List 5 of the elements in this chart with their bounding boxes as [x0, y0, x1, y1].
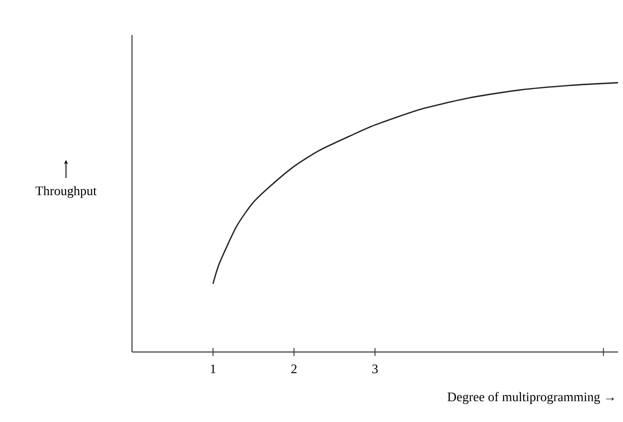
x-tick-label: 1	[210, 364, 216, 374]
x-tick-label: 3	[372, 364, 378, 374]
x-axis-title: Degree of multiprogramming →	[448, 392, 614, 404]
y-axis-title: Throughput	[36, 186, 97, 198]
x-tick-label: 2	[291, 364, 297, 374]
